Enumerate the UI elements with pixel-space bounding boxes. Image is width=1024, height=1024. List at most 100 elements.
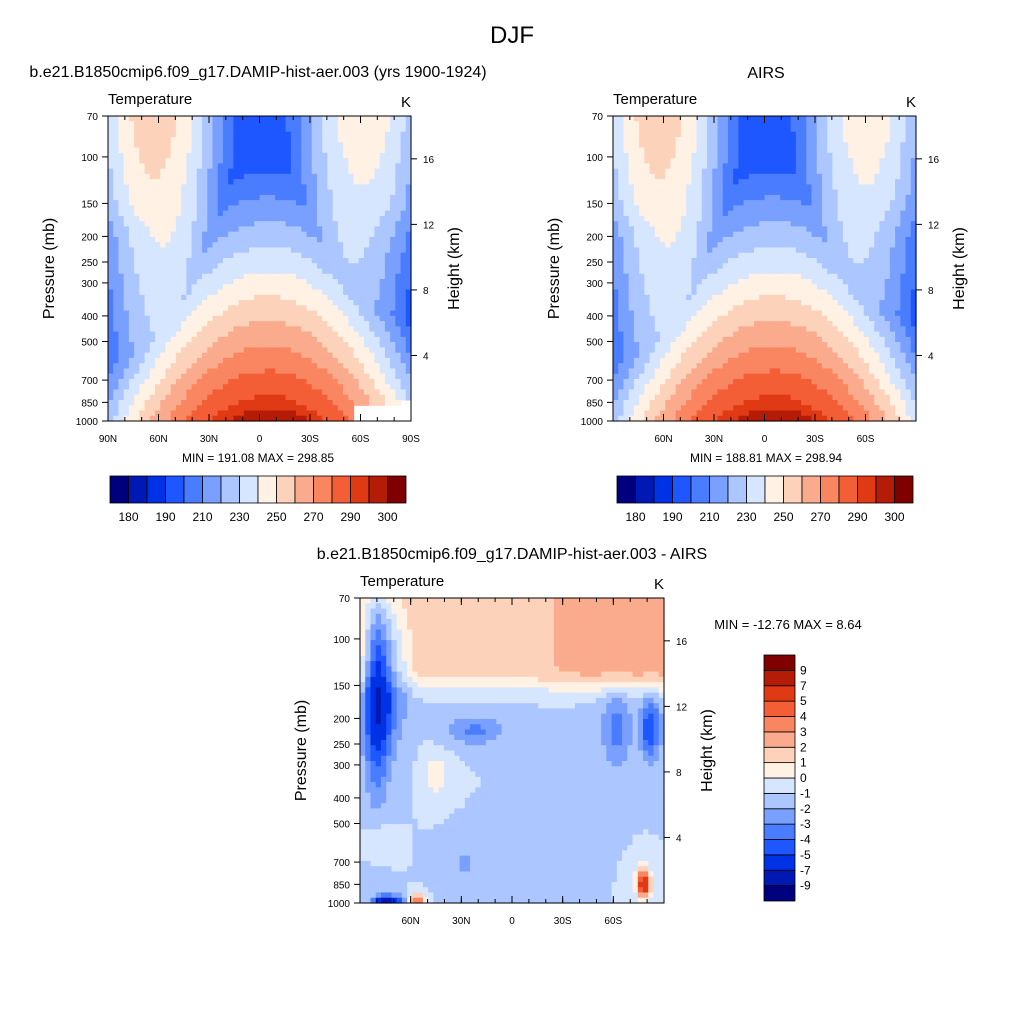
contour-cell xyxy=(665,152,672,159)
contour-cell xyxy=(249,394,255,401)
contour-cell xyxy=(149,294,156,301)
contour-cell xyxy=(228,305,234,312)
contour-cell xyxy=(639,147,645,154)
contour-cell xyxy=(696,205,703,212)
contour-cell xyxy=(290,415,297,422)
contour-cell xyxy=(249,326,255,333)
contour-cell xyxy=(202,242,208,249)
contour-cell xyxy=(327,368,334,375)
contour-cell xyxy=(712,131,719,138)
contour-cell xyxy=(186,210,193,217)
contour-cell xyxy=(191,284,198,291)
contour-cell xyxy=(853,131,860,138)
contour-cell xyxy=(275,205,281,212)
contour-cell xyxy=(222,363,229,370)
contour-cell xyxy=(144,147,151,154)
contour-cell xyxy=(175,131,182,138)
contour-cell xyxy=(863,189,870,196)
contour-cell xyxy=(337,410,344,417)
contour-cell xyxy=(764,247,771,254)
stats-label: MIN = 191.08 MAX = 298.85 xyxy=(182,451,334,465)
contour-cell xyxy=(228,273,234,280)
contour-cell xyxy=(128,168,135,175)
contour-cell xyxy=(243,168,250,175)
contour-cell xyxy=(233,221,240,228)
contour-cell xyxy=(639,126,645,133)
contour-cell xyxy=(118,168,125,175)
contour-cell xyxy=(118,200,125,206)
contour-cell xyxy=(259,305,266,312)
contour-cell xyxy=(222,205,229,212)
contour-cell xyxy=(238,257,245,264)
contour-cell xyxy=(233,321,240,327)
contour-cell xyxy=(649,158,656,164)
contour-cell xyxy=(275,268,281,275)
contour-cell xyxy=(743,142,750,149)
contour-cell xyxy=(327,215,334,222)
contour-cell xyxy=(374,273,381,280)
contour-cell xyxy=(301,305,308,312)
contour-cell xyxy=(322,236,329,243)
contour-cell xyxy=(727,137,734,143)
contour-cell xyxy=(123,116,130,122)
contour-cell xyxy=(243,331,250,338)
contour-cell xyxy=(269,384,276,391)
contour-cell xyxy=(628,179,635,185)
contour-cell xyxy=(353,300,360,306)
contour-cell xyxy=(327,210,334,217)
contour-cell xyxy=(306,284,313,291)
contour-cell xyxy=(858,205,865,212)
contour-cell xyxy=(306,294,313,301)
contour-cell xyxy=(306,310,313,317)
contour-cell xyxy=(134,368,140,375)
contour-cell xyxy=(639,210,645,217)
contour-cell xyxy=(384,326,391,333)
contour-cell xyxy=(285,205,292,212)
contour-cell xyxy=(675,158,682,164)
contour-cell xyxy=(301,179,308,185)
contour-cell xyxy=(228,252,234,259)
contour-cell xyxy=(905,215,912,222)
contour-cell xyxy=(306,415,313,422)
contour-cell xyxy=(868,200,875,206)
contour-cell xyxy=(186,415,193,422)
contour-cell xyxy=(191,273,198,280)
contour-cell xyxy=(691,179,698,185)
contour-cell xyxy=(238,336,245,343)
contour-cell xyxy=(358,279,365,285)
contour-cell xyxy=(233,300,240,306)
contour-cell xyxy=(123,305,130,312)
contour-cell xyxy=(280,179,287,185)
contour-cell xyxy=(139,342,146,348)
contour-cell xyxy=(405,279,412,285)
contour-cell xyxy=(405,173,412,180)
contour-cell xyxy=(134,294,140,301)
contour-cell xyxy=(628,242,635,249)
contour-cell xyxy=(301,184,308,191)
contour-cell xyxy=(202,279,208,285)
contour-cell xyxy=(832,184,839,191)
contour-cell xyxy=(191,384,198,391)
contour-cell xyxy=(780,236,786,243)
contour-cell xyxy=(879,142,886,149)
contour-cell xyxy=(879,126,886,133)
contour-cell xyxy=(827,142,834,149)
contour-cell xyxy=(842,131,849,138)
contour-cell xyxy=(290,236,297,243)
contour-cell xyxy=(379,336,386,343)
contour-cell xyxy=(254,263,261,270)
contour-cell xyxy=(243,357,250,364)
contour-cell xyxy=(712,184,719,191)
contour-cell xyxy=(243,142,250,149)
contour-cell xyxy=(400,294,407,301)
contour-cell xyxy=(301,399,308,406)
contour-cell xyxy=(717,163,724,170)
contour-cell xyxy=(243,200,250,206)
contour-cell xyxy=(675,147,682,154)
contour-cell xyxy=(108,268,114,275)
contour-cell xyxy=(113,147,120,154)
contour-cell xyxy=(670,163,677,170)
contour-cell xyxy=(233,384,240,391)
contour-cell xyxy=(405,373,412,380)
contour-cell xyxy=(879,205,886,212)
